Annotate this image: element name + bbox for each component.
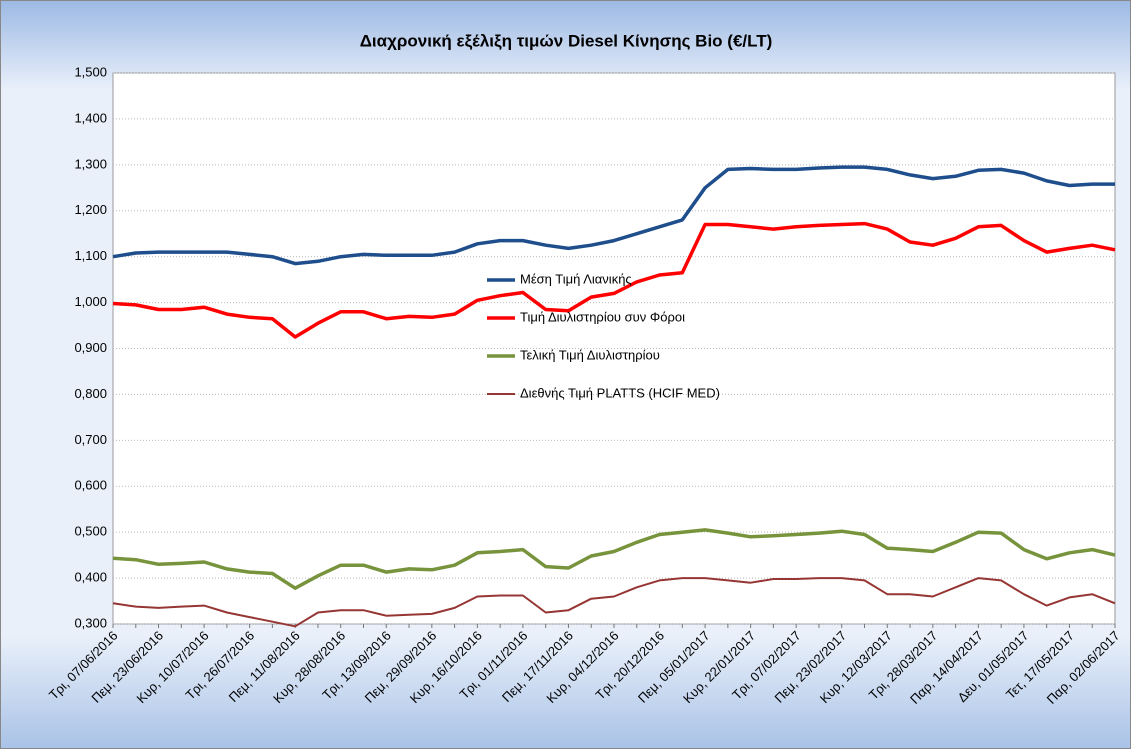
y-tick-label: 1,000 <box>74 294 107 309</box>
y-tick-label: 1,400 <box>74 110 107 125</box>
y-tick-label: 0,300 <box>74 615 107 630</box>
series-line <box>112 165 1115 266</box>
y-tick-label: 0,800 <box>74 386 107 401</box>
y-tick-label: 1,300 <box>74 156 107 171</box>
y-tick-label: 0,700 <box>74 432 107 447</box>
legend-label: Μέση Τιμή Λιανικής <box>520 271 632 286</box>
series-line <box>112 577 1116 628</box>
y-tick-label: 0,600 <box>74 478 107 493</box>
y-tick-label: 1,200 <box>74 202 107 217</box>
series-line <box>112 528 1116 590</box>
legend-label: Διεθνής Τιμή PLATTS (HCIF MED) <box>520 385 720 400</box>
y-tick-label: 0,900 <box>74 340 107 355</box>
legend-label: Τελική Τιμή Διυλιστηρίου <box>520 347 660 362</box>
legend-label: Τιμή Διυλιστηρίου συν Φόροι <box>520 309 685 324</box>
y-tick-label: 1,100 <box>74 248 107 263</box>
series-line <box>112 221 1116 339</box>
chart-title: Διαχρονική εξέλιξη τιμών Diesel Κίνησης … <box>360 31 773 50</box>
y-tick-label: 1,500 <box>74 64 107 79</box>
y-tick-label: 0,500 <box>74 524 107 539</box>
y-tick-label: 0,400 <box>74 570 107 585</box>
